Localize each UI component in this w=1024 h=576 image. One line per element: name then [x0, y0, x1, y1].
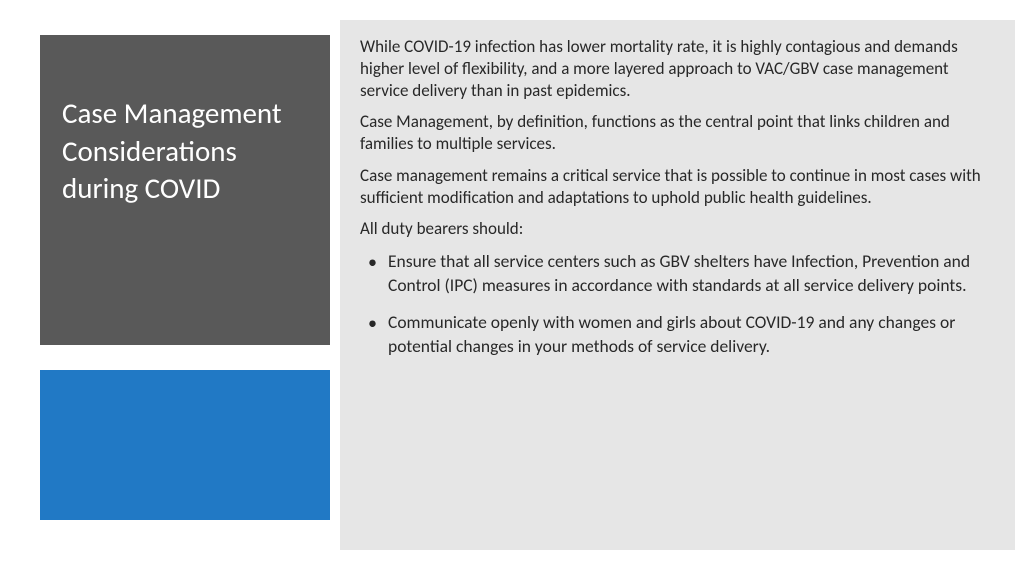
slide-title: Case Management Considerations during CO…	[62, 95, 308, 208]
slide-container: Case Management Considerations during CO…	[0, 0, 1024, 576]
bullet-item: Ensure that all service centers such as …	[360, 250, 991, 297]
paragraph: Case Management, by definition, function…	[360, 111, 991, 155]
paragraph: All duty bearers should:	[360, 218, 991, 240]
bullet-item: Communicate openly with women and girls …	[360, 311, 991, 358]
content-box: While COVID-19 infection has lower morta…	[340, 20, 1015, 550]
accent-box	[40, 370, 330, 520]
title-box: Case Management Considerations during CO…	[40, 35, 330, 345]
bullet-list: Ensure that all service centers such as …	[360, 250, 991, 359]
paragraph: Case management remains a critical servi…	[360, 165, 991, 209]
paragraph: While COVID-19 infection has lower morta…	[360, 36, 991, 101]
